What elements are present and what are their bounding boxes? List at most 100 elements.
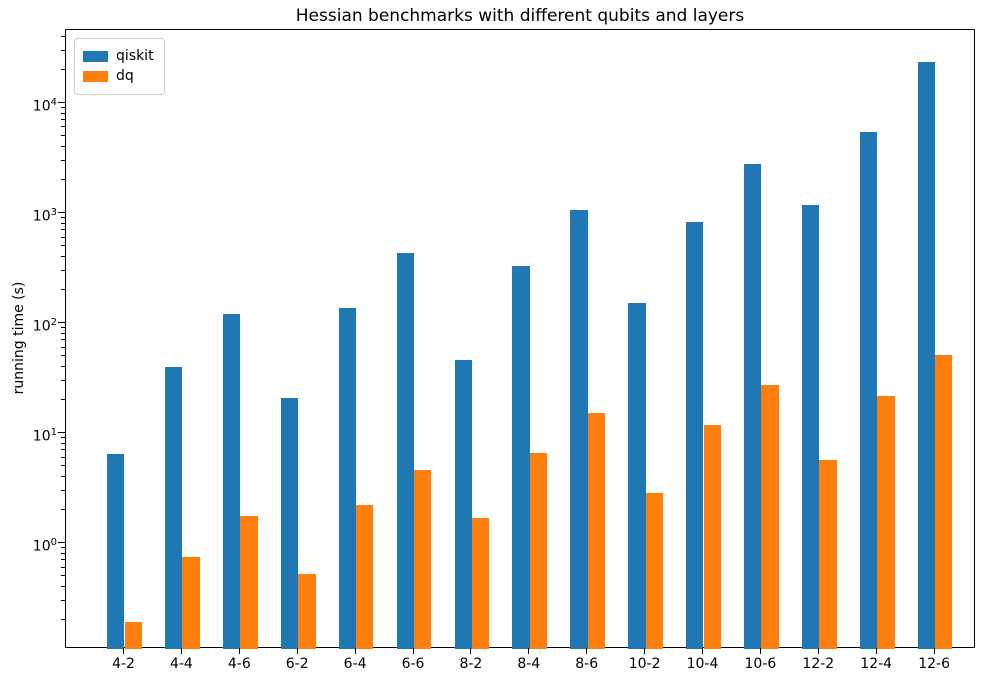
legend: qiskit dq (74, 38, 165, 95)
y-minor-tick (61, 339, 65, 340)
y-tick-label-3: 103 (32, 207, 57, 225)
bar-qiskit-12-4 (859, 131, 878, 649)
y-minor-tick (61, 178, 65, 180)
y-minor-tick (61, 119, 65, 120)
y-minor-tick (61, 145, 65, 147)
x-tick-label-10-6: 10-6 (744, 656, 777, 672)
x-tick-8-6 (586, 648, 588, 654)
bar-qiskit-4-4 (165, 367, 183, 649)
x-tick-label-6-4: 6-4 (343, 656, 367, 672)
x-tick-10-2 (644, 648, 646, 654)
legend-entry-qiskit: qiskit (83, 48, 154, 65)
bar-dq-12-6 (935, 355, 953, 649)
y-minor-tick (61, 509, 65, 510)
bar-qiskit-8-4 (512, 266, 530, 649)
bar-qiskit-10-2 (628, 302, 646, 649)
y-tick-label-0: 100 (32, 537, 57, 555)
bar-dq-4-6 (240, 515, 258, 649)
bar-dq-12-4 (877, 396, 895, 649)
y-minor-tick (61, 559, 65, 561)
x-tick-label-8-2: 8-2 (459, 656, 483, 672)
bar-dq-12-2 (819, 460, 837, 649)
x-tick-12-4 (875, 648, 877, 654)
x-tick-8-4 (528, 648, 530, 654)
bar-qiskit-12-6 (917, 61, 936, 649)
y-minor-tick (61, 35, 65, 37)
y-minor-tick (61, 327, 65, 328)
y-minor-tick (61, 465, 65, 467)
x-tick-label-12-2: 12-2 (802, 656, 835, 672)
x-tick-label-6-6: 6-6 (401, 656, 425, 672)
bar-dq-8-4 (529, 452, 548, 649)
y-minor-tick (61, 585, 65, 587)
y-minor-tick (61, 269, 65, 271)
x-tick-label-6-2: 6-2 (285, 656, 309, 672)
y-minor-tick (61, 346, 65, 348)
bar-dq-10-6 (761, 385, 779, 649)
bar-dq-4-4 (182, 556, 200, 649)
y-minor-tick (61, 437, 65, 438)
y-minor-tick (61, 332, 65, 334)
bar-dq-8-2 (471, 518, 490, 649)
x-tick-label-4-4: 4-4 (169, 656, 193, 672)
y-minor-tick (61, 456, 65, 458)
y-minor-tick (61, 126, 65, 128)
chart-title: Hessian benchmarks with different qubits… (295, 6, 745, 26)
y-minor-tick (61, 442, 65, 444)
x-tick-10-6 (759, 648, 761, 654)
legend-swatch-qiskit (83, 51, 108, 62)
x-tick-4-2 (123, 648, 124, 654)
legend-label-dq: dq (116, 68, 134, 84)
x-tick-10-4 (702, 648, 703, 654)
x-tick-label-12-4: 12-4 (860, 656, 893, 672)
y-minor-tick (61, 552, 65, 554)
y-minor-tick (61, 68, 65, 70)
y-minor-tick (61, 135, 65, 137)
x-tick-12-2 (817, 648, 819, 654)
bar-dq-4-2 (124, 621, 142, 649)
bar-qiskit-4-6 (222, 314, 241, 649)
y-major-tick-4 (58, 101, 65, 103)
y-minor-tick (61, 107, 65, 108)
x-tick-4-6 (238, 648, 240, 654)
bar-qiskit-8-2 (454, 359, 472, 649)
y-minor-tick (61, 355, 65, 357)
y-minor-tick (61, 379, 65, 381)
bar-dq-6-6 (414, 469, 432, 649)
legend-label-qiskit: qiskit (116, 48, 154, 64)
bar-dq-6-4 (356, 504, 374, 649)
bar-qiskit-10-6 (744, 164, 762, 649)
y-minor-tick (61, 217, 65, 218)
x-tick-12-6 (933, 648, 935, 654)
bar-dq-6-2 (298, 573, 316, 649)
x-tick-label-4-2: 4-2 (112, 656, 135, 672)
x-tick-6-6 (412, 648, 414, 654)
y-minor-tick (61, 619, 65, 620)
bar-qiskit-6-4 (338, 308, 357, 649)
bar-qiskit-6-2 (280, 398, 299, 649)
x-tick-6-4 (354, 648, 356, 654)
y-major-tick-3 (58, 211, 65, 214)
y-minor-tick (61, 49, 65, 51)
y-minor-tick (61, 599, 65, 601)
plot-area: qiskit dq (65, 29, 975, 649)
x-tick-label-10-2: 10-2 (628, 656, 661, 672)
bar-qiskit-8-6 (570, 210, 588, 649)
legend-entry-dq: dq (83, 68, 154, 85)
y-minor-tick (61, 255, 65, 257)
x-tick-8-2 (470, 648, 472, 654)
y-minor-tick (61, 222, 65, 224)
y-tick-label-4: 104 (32, 96, 57, 115)
y-minor-tick (61, 489, 65, 491)
y-major-tick-0 (58, 541, 65, 544)
y-minor-tick (61, 112, 65, 114)
y-tick-label-2: 102 (32, 317, 57, 335)
y-minor-tick (61, 566, 65, 568)
bar-dq-8-6 (587, 412, 606, 649)
bar-dq-10-4 (703, 425, 721, 649)
x-tick-label-8-4: 8-4 (517, 656, 541, 672)
y-minor-tick (61, 245, 65, 247)
bar-qiskit-10-4 (686, 222, 704, 649)
bar-qiskit-12-2 (801, 205, 820, 649)
